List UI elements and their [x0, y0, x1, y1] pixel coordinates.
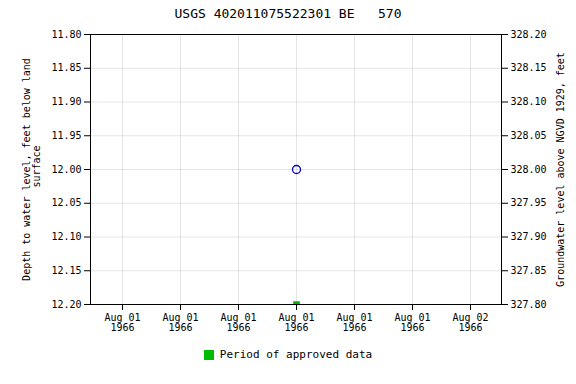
- svg-text:327.85: 327.85: [511, 265, 547, 276]
- svg-text:11.85: 11.85: [51, 62, 81, 73]
- svg-text:11.90: 11.90: [51, 96, 81, 107]
- svg-text:12.10: 12.10: [51, 231, 81, 242]
- svg-text:Aug 011966: Aug 011966: [278, 312, 314, 333]
- svg-text:328.05: 328.05: [511, 130, 547, 141]
- svg-text:328.15: 328.15: [511, 62, 547, 73]
- svg-text:Aug 011966: Aug 011966: [220, 312, 256, 333]
- svg-text:12.20: 12.20: [51, 299, 81, 310]
- svg-text:328.00: 328.00: [511, 164, 547, 175]
- svg-text:Aug 011966: Aug 011966: [394, 312, 430, 333]
- svg-text:11.95: 11.95: [51, 130, 81, 141]
- svg-text:327.90: 327.90: [511, 231, 547, 242]
- svg-text:Aug 011966: Aug 011966: [336, 312, 372, 333]
- svg-text:12.00: 12.00: [51, 164, 81, 175]
- html-text:USGS 402011075522301 BE 570: USGS 402011075522301 BE 570: [174, 6, 402, 21]
- html-text:Period of approved data: Period of approved data: [219, 348, 373, 361]
- svg-text:328.20: 328.20: [511, 29, 547, 40]
- svg-text:11.80: 11.80: [51, 29, 81, 40]
- svg-text:Aug 011966: Aug 011966: [162, 312, 198, 333]
- svg-text:Aug 021966: Aug 021966: [452, 312, 488, 333]
- svg-text:12.05: 12.05: [51, 197, 81, 208]
- svg-text:327.95: 327.95: [511, 197, 547, 208]
- svg-text:328.10: 328.10: [511, 96, 547, 107]
- svg-text:Groundwater level above NGVD 1: Groundwater level above NGVD 1929, feet: [555, 52, 566, 287]
- svg-text:327.80: 327.80: [511, 299, 547, 310]
- svg-text:Aug 011966: Aug 011966: [104, 312, 140, 333]
- svg-text:Depth to water level, feet bel: Depth to water level, feet below land su…: [21, 58, 42, 281]
- svg-text:12.15: 12.15: [51, 265, 81, 276]
